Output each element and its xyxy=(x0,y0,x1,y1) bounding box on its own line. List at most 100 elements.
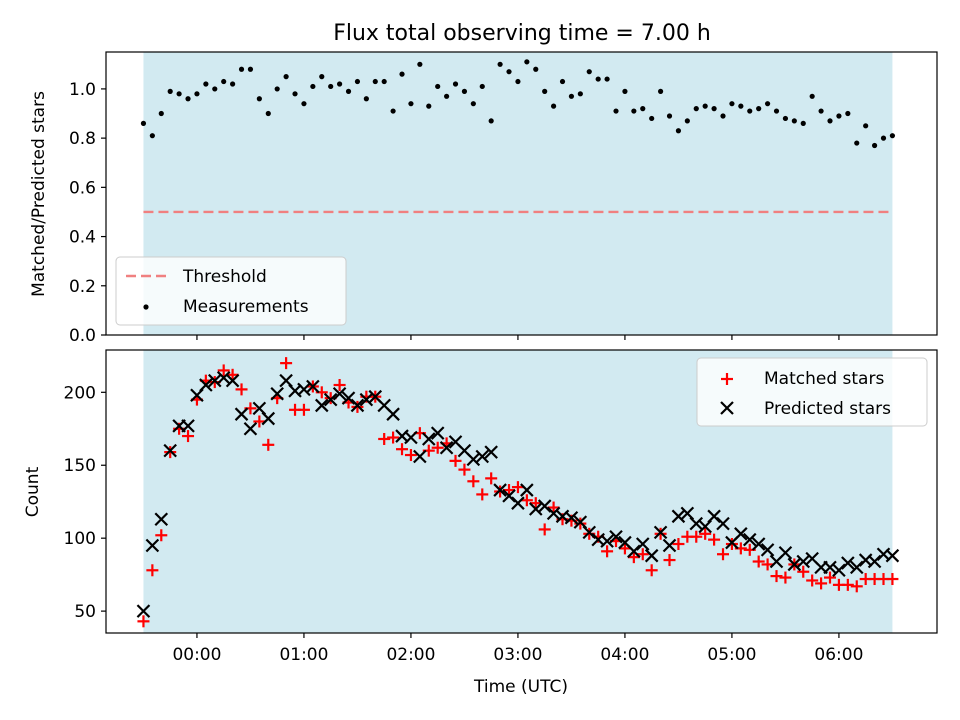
matched-star-point xyxy=(779,571,792,584)
measurement-point xyxy=(533,66,539,72)
matched-star-point xyxy=(485,472,498,485)
predicted-star-point xyxy=(885,548,900,563)
matched-star-point xyxy=(627,551,640,564)
predicted-star-point xyxy=(136,604,151,618)
matched-star-point xyxy=(396,443,409,456)
measurement-point xyxy=(863,123,869,129)
bottom-ytick-label: 150 xyxy=(64,456,96,476)
measurement-point xyxy=(702,103,708,109)
bottom-x-axis-ticks: 00:00 01:00 02:00 03:00 04:00 05:00 06:00 xyxy=(172,633,863,665)
matched-star-point xyxy=(850,580,863,593)
legend-predicted-swatch xyxy=(720,401,734,415)
predicted-star-point xyxy=(181,419,195,433)
predicted-star-point xyxy=(751,537,766,551)
measurement-point xyxy=(577,91,583,97)
measurement-point xyxy=(649,115,655,122)
predicted-star-point xyxy=(760,543,775,557)
bottom-ylabel: Count xyxy=(23,466,43,517)
measurement-point xyxy=(292,91,298,97)
measurement-point xyxy=(631,108,637,114)
matched-star-point xyxy=(217,364,230,377)
predicted-star-point xyxy=(600,534,614,548)
measurement-point xyxy=(158,110,164,117)
predicted-star-point xyxy=(528,502,543,516)
measurement-point xyxy=(274,86,280,92)
measurement-point xyxy=(542,88,548,94)
predicted-star-point xyxy=(609,529,623,544)
measurement-point xyxy=(764,101,771,107)
measurement-point xyxy=(399,71,405,77)
top-ytick-label: 0.6 xyxy=(69,178,96,198)
matched-star-point xyxy=(476,488,489,501)
measurement-point xyxy=(328,83,334,90)
predicted-star-point xyxy=(564,510,579,525)
matched-star-point xyxy=(378,432,391,445)
measurement-point xyxy=(854,140,860,146)
measurement-point xyxy=(693,106,699,112)
measurement-point xyxy=(452,81,459,87)
measurement-point xyxy=(265,110,271,117)
bottom-xtick-label: 02:00 xyxy=(386,645,435,665)
matched-star-point xyxy=(155,529,168,542)
bottom-ytick-label: 50 xyxy=(74,602,96,622)
predicted-star-point xyxy=(537,499,552,513)
matched-star-point xyxy=(601,545,614,558)
predicted-star-point xyxy=(582,525,597,540)
predicted-star-point xyxy=(145,538,160,553)
matched-star-point xyxy=(770,570,783,583)
measurement-point xyxy=(167,88,173,94)
measurement-point xyxy=(479,83,485,90)
predicted-star-point xyxy=(306,379,320,394)
matched-star-point xyxy=(520,494,533,507)
predicted-star-point xyxy=(689,516,704,531)
measurement-point xyxy=(221,78,227,85)
measurement-point xyxy=(390,108,396,114)
matched-star-point xyxy=(529,497,542,510)
measurement-point xyxy=(729,101,735,107)
legend-threshold-label: Threshold xyxy=(182,267,267,287)
predicted-star-point xyxy=(832,563,846,578)
matched-star-point xyxy=(137,615,150,628)
predicted-star-point xyxy=(430,426,445,440)
measurement-point xyxy=(426,103,432,109)
matched-star-point xyxy=(467,475,480,488)
predicted-star-point xyxy=(707,509,721,524)
measurement-point xyxy=(506,69,512,75)
measurement-point xyxy=(818,108,824,114)
bottom-legend: Matched stars Predicted stars xyxy=(696,357,928,427)
matched-star-point xyxy=(280,357,293,370)
predicted-star-point xyxy=(163,443,177,458)
predicted-star-point xyxy=(199,378,213,392)
bottom-xtick-label: 01:00 xyxy=(279,645,328,665)
measurement-point xyxy=(524,59,530,65)
predicted-star-point xyxy=(216,370,231,385)
measurement-point xyxy=(140,120,147,126)
measurement-point xyxy=(640,106,646,112)
matched-star-point xyxy=(538,523,551,536)
matched-star-point xyxy=(511,481,524,494)
matched-star-point xyxy=(235,383,248,396)
matched-star-point xyxy=(431,441,444,454)
matched-star-point xyxy=(297,403,310,416)
top-axes-frame xyxy=(105,51,938,336)
x-axis-label: Time (UTC) xyxy=(473,677,568,697)
measurement-point xyxy=(738,103,744,109)
matched-star-point xyxy=(752,555,765,568)
matched-star-point xyxy=(449,454,462,467)
predicted-star-point xyxy=(359,392,374,407)
predicted-star-point xyxy=(734,527,748,541)
measurement-point xyxy=(363,96,369,102)
matched-star-point xyxy=(458,463,471,476)
predicted-star-point xyxy=(742,532,757,547)
measurement-point xyxy=(417,61,423,67)
measurement-point xyxy=(559,78,566,85)
measurement-point xyxy=(845,110,851,117)
chart-title: Flux total observing time = 7.00 h xyxy=(333,21,711,46)
measurement-point xyxy=(613,108,619,114)
measurement-point xyxy=(515,78,521,85)
matched-star-point xyxy=(645,564,658,577)
top-y-axis-ticks: 0.0 0.2 0.4 0.6 0.8 1.0 xyxy=(69,80,106,346)
predicted-star-point xyxy=(823,560,837,575)
matched-star-point xyxy=(815,577,828,590)
